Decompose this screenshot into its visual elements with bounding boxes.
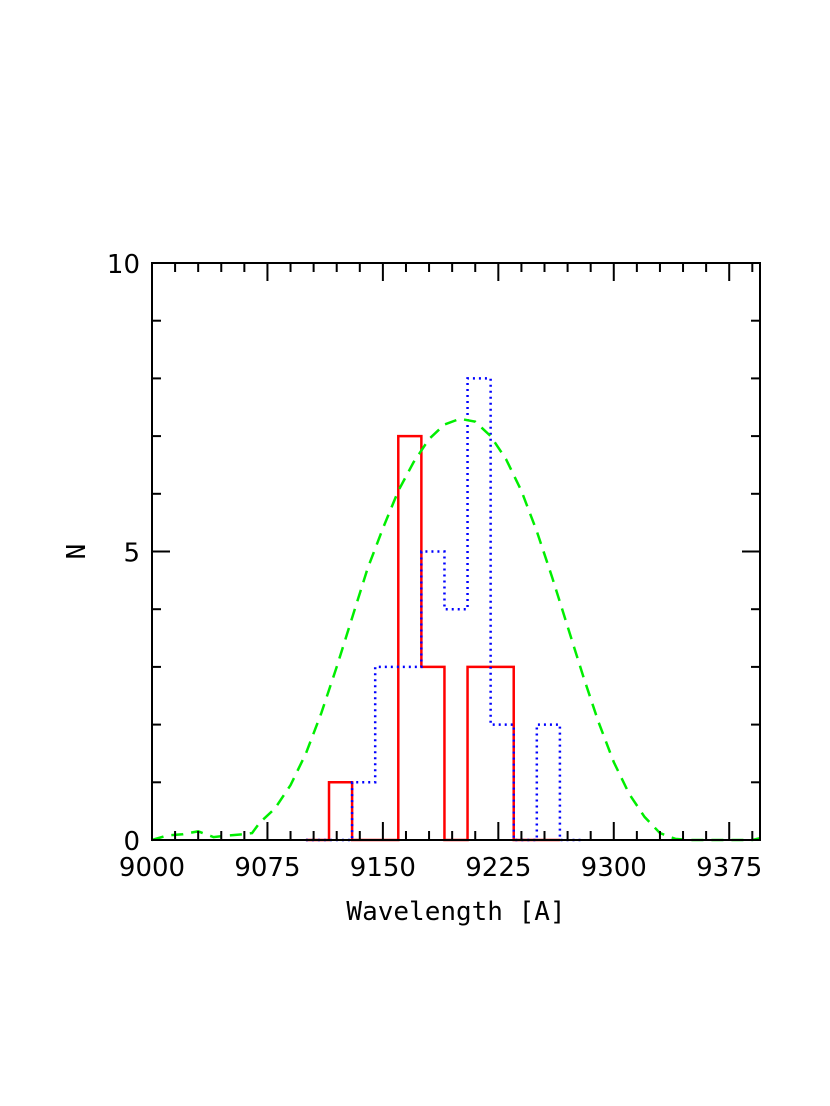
x-axis-label: Wavelength [A] xyxy=(346,897,565,927)
x-tick-label: 9000 xyxy=(119,853,185,883)
x-tick-label: 9300 xyxy=(581,853,647,883)
y-axis-label: N xyxy=(62,544,92,560)
x-tick-label: 9075 xyxy=(234,853,300,883)
plot-frame xyxy=(151,262,761,841)
x-tick-label: 9225 xyxy=(465,853,531,883)
plot-marks xyxy=(151,377,761,842)
y-tick-label: 10 xyxy=(107,250,140,280)
x-tick-label: 9375 xyxy=(696,853,762,883)
y-tick-label: 5 xyxy=(123,539,140,569)
y-tick-label: 0 xyxy=(123,827,140,857)
tick-labels: 9000 9075 9150 9225 9300 9375 0 5 10 xyxy=(107,250,762,883)
series-1-step xyxy=(305,377,583,842)
x-tick-label: 9150 xyxy=(350,853,416,883)
series-0-step xyxy=(305,434,560,842)
series-2-line xyxy=(151,417,761,842)
axis-ticks xyxy=(151,262,760,841)
